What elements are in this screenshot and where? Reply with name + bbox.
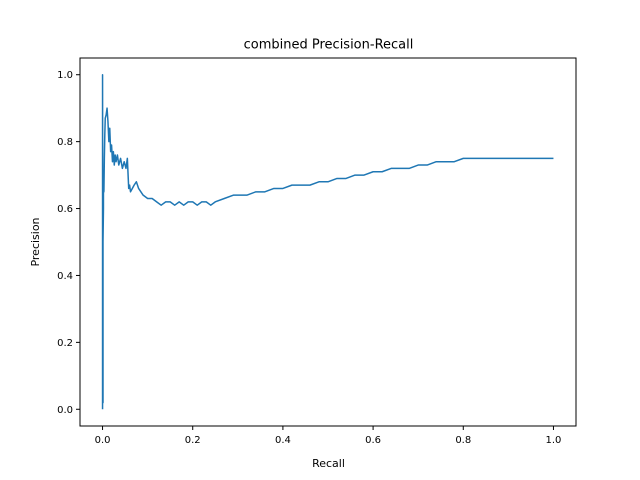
y-tick-label: 0.4	[57, 271, 73, 282]
y-axis-ticks: 0.0 0.2 0.4 0.6 0.8 1.0	[57, 70, 80, 416]
plot-area	[79, 57, 577, 427]
y-axis-label: Precision	[29, 217, 42, 266]
axes-frame	[79, 57, 577, 427]
x-tick-label: 0.8	[455, 435, 471, 446]
y-tick-label: 0.2	[57, 338, 73, 349]
pr-curve-line-0	[101, 73, 554, 410]
y-tick-label: 0.0	[57, 405, 73, 416]
x-axis-label: Recall	[312, 457, 345, 470]
y-tick-label: 1.0	[57, 70, 73, 81]
x-tick-label: 1.0	[546, 435, 562, 446]
x-tick-label: 0.4	[275, 435, 291, 446]
x-tick-label: 0.6	[365, 435, 381, 446]
y-tick-label: 0.6	[57, 204, 73, 215]
chart-title: combined Precision-Recall	[244, 38, 414, 53]
x-tick-label: 0.0	[95, 435, 111, 446]
y-tick-label: 0.8	[57, 137, 73, 148]
x-tick-label: 0.2	[185, 435, 201, 446]
x-axis-ticks: 0.0 0.2 0.4 0.6 0.8 1.0	[95, 426, 562, 446]
